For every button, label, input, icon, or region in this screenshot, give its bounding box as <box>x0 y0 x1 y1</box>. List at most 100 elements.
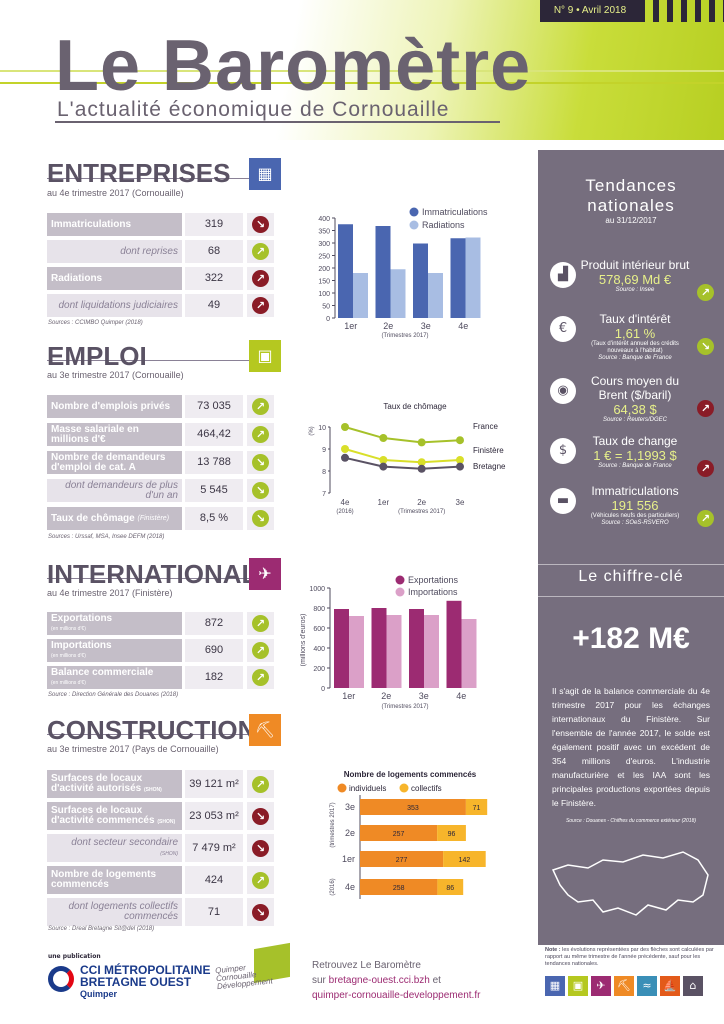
trend-down-green-icon: ↘ <box>252 510 269 527</box>
data-point <box>456 456 464 464</box>
source-note: Sources : CCIMBO Quimper (2018) <box>48 320 143 326</box>
trend-down-icon: ↘ <box>252 216 269 233</box>
entreprises-chart: 0 50 100 150 200 250 300 350 400 1er 2e 3e 4e (Trimes… <box>318 207 488 339</box>
tendance-item: Taux d'intérêt 1,61 % (Taux d'intérêt annu… <box>580 312 690 362</box>
oil-drop-icon: ◉ <box>550 378 576 404</box>
trend-up-icon: ↗ <box>252 642 269 659</box>
y-axis-label: (millions d'euros) <box>300 614 307 667</box>
x-axis-label: (Trimestres 2017) <box>381 704 428 710</box>
y-tick-label: 150 <box>318 279 330 286</box>
source-note: Source : Dreal Bretagne Sit@del (2018) <box>48 926 155 932</box>
data-point <box>341 445 349 453</box>
y-tick-label: 250 <box>318 254 330 261</box>
legend-marker <box>395 575 405 585</box>
data-point <box>379 462 388 471</box>
tendance-source: Source : SOeS-RSVERO <box>601 520 669 526</box>
y-tick-label: 9 <box>322 447 326 454</box>
bar-segment <box>360 879 438 895</box>
data-point <box>379 434 388 442</box>
chiffre-text: Il s'agit de la balance commerciale du 4… <box>552 686 710 808</box>
y-tick-label: 200 <box>318 266 330 273</box>
x-tick-label: 3e <box>419 691 429 701</box>
cci-name: CCI MÉTROPOLITAINE BRETAGNE OUEST Quimper <box>80 963 211 999</box>
tendance-item: Immatriculations 191 556 (Véhicules neufs … <box>580 484 690 527</box>
fish-icon: ≈ <box>637 976 657 996</box>
bar <box>461 619 477 688</box>
building-icon: ▦ <box>545 976 565 996</box>
bar <box>338 224 353 318</box>
data-label: 257 <box>393 831 405 838</box>
y-note: (2016) <box>330 878 336 895</box>
link-cci[interactable]: bretagne-ouest.cci.bzh <box>328 975 430 986</box>
map-icon: ⌂ <box>683 976 703 996</box>
section-title-emploi: EMPLOI <box>47 341 147 371</box>
y-tick-label: 8 <box>322 469 326 476</box>
bar <box>428 273 443 318</box>
header-line <box>0 82 724 84</box>
divider <box>538 596 724 597</box>
y-tick-label: 3e <box>345 802 355 812</box>
car-icon: ▬ <box>550 488 576 514</box>
x-tick-label: 4e <box>456 691 466 701</box>
x-tick-label: 1er <box>342 691 355 701</box>
legend-label: Immatriculations <box>422 207 488 217</box>
logements-chart: Nombre de logements commencés individuels… <box>330 770 488 899</box>
y-tick-label: 600 <box>313 626 325 633</box>
boat-icon: ⛵ <box>660 976 680 996</box>
y-tick-label: 0 <box>326 316 330 323</box>
footer-links: Retrouvez Le Baromètre sur bretagne-oues… <box>312 960 481 1001</box>
bar <box>390 269 406 318</box>
x-tick-label: 2e <box>417 498 426 507</box>
legend-marker <box>399 783 409 793</box>
section-title-construction: CONSTRUCTION <box>47 715 257 745</box>
tendance-source: Source : Banque de France <box>598 463 672 469</box>
legend-marker <box>337 783 347 793</box>
series-line <box>344 456 461 470</box>
legend-marker <box>409 207 419 217</box>
trend-up-icon: ↗ <box>252 615 269 632</box>
subtitle-underline <box>55 121 500 123</box>
x-note: (2016) <box>336 509 353 515</box>
trend-down-icon: ↘ <box>697 338 714 355</box>
x-tick-label: 3e <box>421 321 431 331</box>
bar-segment <box>360 851 444 867</box>
section-swoosh <box>47 178 267 179</box>
data-label: 277 <box>396 857 408 864</box>
tendances-date: au 31/12/2017 <box>605 216 657 225</box>
bar <box>375 226 391 318</box>
section-period: au 4e trimestre 2017 (Cornouaille) <box>47 188 184 198</box>
bar <box>424 615 439 688</box>
y-tick-label: 1er <box>342 854 355 864</box>
bar <box>334 609 349 688</box>
tendance-item: Produit intérieur brut 578,69 Md € Source … <box>580 258 690 294</box>
bar-segment <box>437 879 464 895</box>
data-point <box>417 464 426 473</box>
trend-up-icon: ↗ <box>697 284 714 301</box>
tendance-value: 1 € = 1,1993 $ <box>593 448 677 463</box>
excavator-icon: ⛏ <box>249 714 281 746</box>
tendance-name: Immatriculations <box>591 484 679 498</box>
trend-up-icon: ↗ <box>252 426 269 443</box>
cci-logo-icon <box>48 966 74 992</box>
bar <box>386 615 402 688</box>
y-tick-label: 10 <box>318 425 326 432</box>
trend-down-icon: ↘ <box>252 807 269 825</box>
series-label: France <box>473 422 498 431</box>
y-tick-label: 50 <box>322 304 330 311</box>
section-title-international: INTERNATIONAL <box>47 559 258 589</box>
tendance-value: 64,38 $ <box>613 402 657 417</box>
y-tick-label: 7 <box>322 491 326 498</box>
link-qcd[interactable]: quimper-cornouaille-developpement.fr <box>312 990 481 1001</box>
legend-label: individuels <box>349 784 386 793</box>
trend-up-icon: ↗ <box>252 243 269 260</box>
series-label: Bretagne <box>473 462 506 471</box>
x-tick-label: 2e <box>383 321 393 331</box>
note-text: Note : les évolutions représentées par d… <box>545 947 714 967</box>
trend-up-red-icon: ↗ <box>252 297 269 314</box>
publication-label: une publication <box>48 953 101 960</box>
trend-up-icon: ↗ <box>697 400 714 417</box>
data-point <box>341 453 349 462</box>
y-tick-label: 1000 <box>309 586 325 593</box>
currency-exchange-icon: $ <box>550 438 576 464</box>
tendance-name: Taux d'intérêt <box>599 312 671 326</box>
